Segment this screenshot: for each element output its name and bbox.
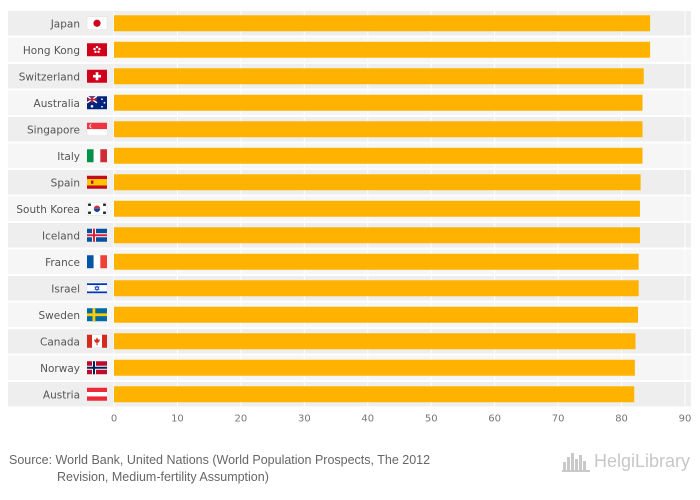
sweden-flag bbox=[87, 308, 107, 322]
france-flag bbox=[87, 255, 107, 269]
helgilibrary-logo[interactable]: HelgiLibrary bbox=[561, 449, 690, 473]
singapore-flag bbox=[86, 122, 108, 136]
south-korea-flag bbox=[86, 202, 108, 216]
x-tick-label: 60 bbox=[488, 414, 501, 425]
category-label: Austria bbox=[43, 389, 80, 401]
source-line-1: Source: World Bank, United Nations (Worl… bbox=[9, 453, 431, 467]
category-label: Singapore bbox=[27, 124, 80, 136]
x-tick-label: 70 bbox=[552, 414, 565, 425]
category-label: Japan bbox=[50, 18, 80, 30]
bar bbox=[114, 68, 644, 85]
norway-flag bbox=[87, 361, 107, 375]
bar bbox=[114, 280, 639, 297]
iceland-flag bbox=[87, 228, 107, 242]
category-label: Israel bbox=[51, 283, 80, 295]
bar bbox=[114, 121, 643, 138]
spain-flag bbox=[87, 175, 107, 189]
category-label: Hong Kong bbox=[23, 45, 80, 57]
bar bbox=[114, 147, 643, 164]
source-line-2: Revision, Medium-fertility Assumption) bbox=[57, 470, 269, 484]
canada-flag bbox=[86, 334, 108, 348]
x-tick-label: 0 bbox=[111, 414, 117, 425]
bar bbox=[114, 386, 635, 403]
x-tick-label: 50 bbox=[425, 414, 438, 425]
japan-flag bbox=[86, 16, 108, 30]
hong-kong-flag bbox=[87, 43, 107, 57]
logo-text: HelgiLibrary bbox=[593, 450, 690, 471]
italy-flag bbox=[87, 149, 107, 163]
austria-flag bbox=[87, 387, 107, 401]
australia-flag bbox=[86, 95, 107, 110]
bar bbox=[114, 174, 641, 191]
x-tick-label: 20 bbox=[235, 414, 248, 425]
bar bbox=[114, 94, 643, 111]
bar bbox=[114, 200, 640, 217]
x-tick-label: 90 bbox=[679, 414, 692, 425]
category-label: France bbox=[45, 257, 80, 269]
bar-chart: 0 10 20 30 40 50 60 70 80 90 Japan Hong Kong Switzer… bbox=[8, 10, 692, 425]
category-label: Italy bbox=[57, 151, 80, 163]
bar bbox=[114, 359, 635, 376]
bar bbox=[114, 253, 639, 270]
category-label: Switzerland bbox=[19, 71, 80, 83]
x-tick-label: 40 bbox=[361, 414, 374, 425]
category-label: South Korea bbox=[16, 204, 80, 216]
x-tick-label: 80 bbox=[615, 414, 628, 425]
israel-flag bbox=[86, 281, 108, 295]
category-label: Sweden bbox=[39, 310, 81, 322]
switzerland-flag bbox=[87, 69, 107, 83]
city-skyline-icon bbox=[561, 453, 590, 472]
bar bbox=[114, 227, 640, 244]
x-tick-label: 10 bbox=[171, 414, 184, 425]
category-label: Canada bbox=[40, 336, 80, 348]
bar bbox=[114, 306, 639, 323]
category-label: Iceland bbox=[42, 230, 80, 242]
category-label: Australia bbox=[34, 98, 80, 110]
bar bbox=[114, 41, 651, 58]
category-label: Norway bbox=[40, 363, 80, 375]
x-tick-label: 30 bbox=[298, 414, 311, 425]
category-label: Spain bbox=[51, 177, 80, 189]
source-note: Source: World Bank, United Nations (Worl… bbox=[9, 452, 529, 486]
bar bbox=[114, 333, 636, 350]
bar bbox=[114, 15, 651, 32]
